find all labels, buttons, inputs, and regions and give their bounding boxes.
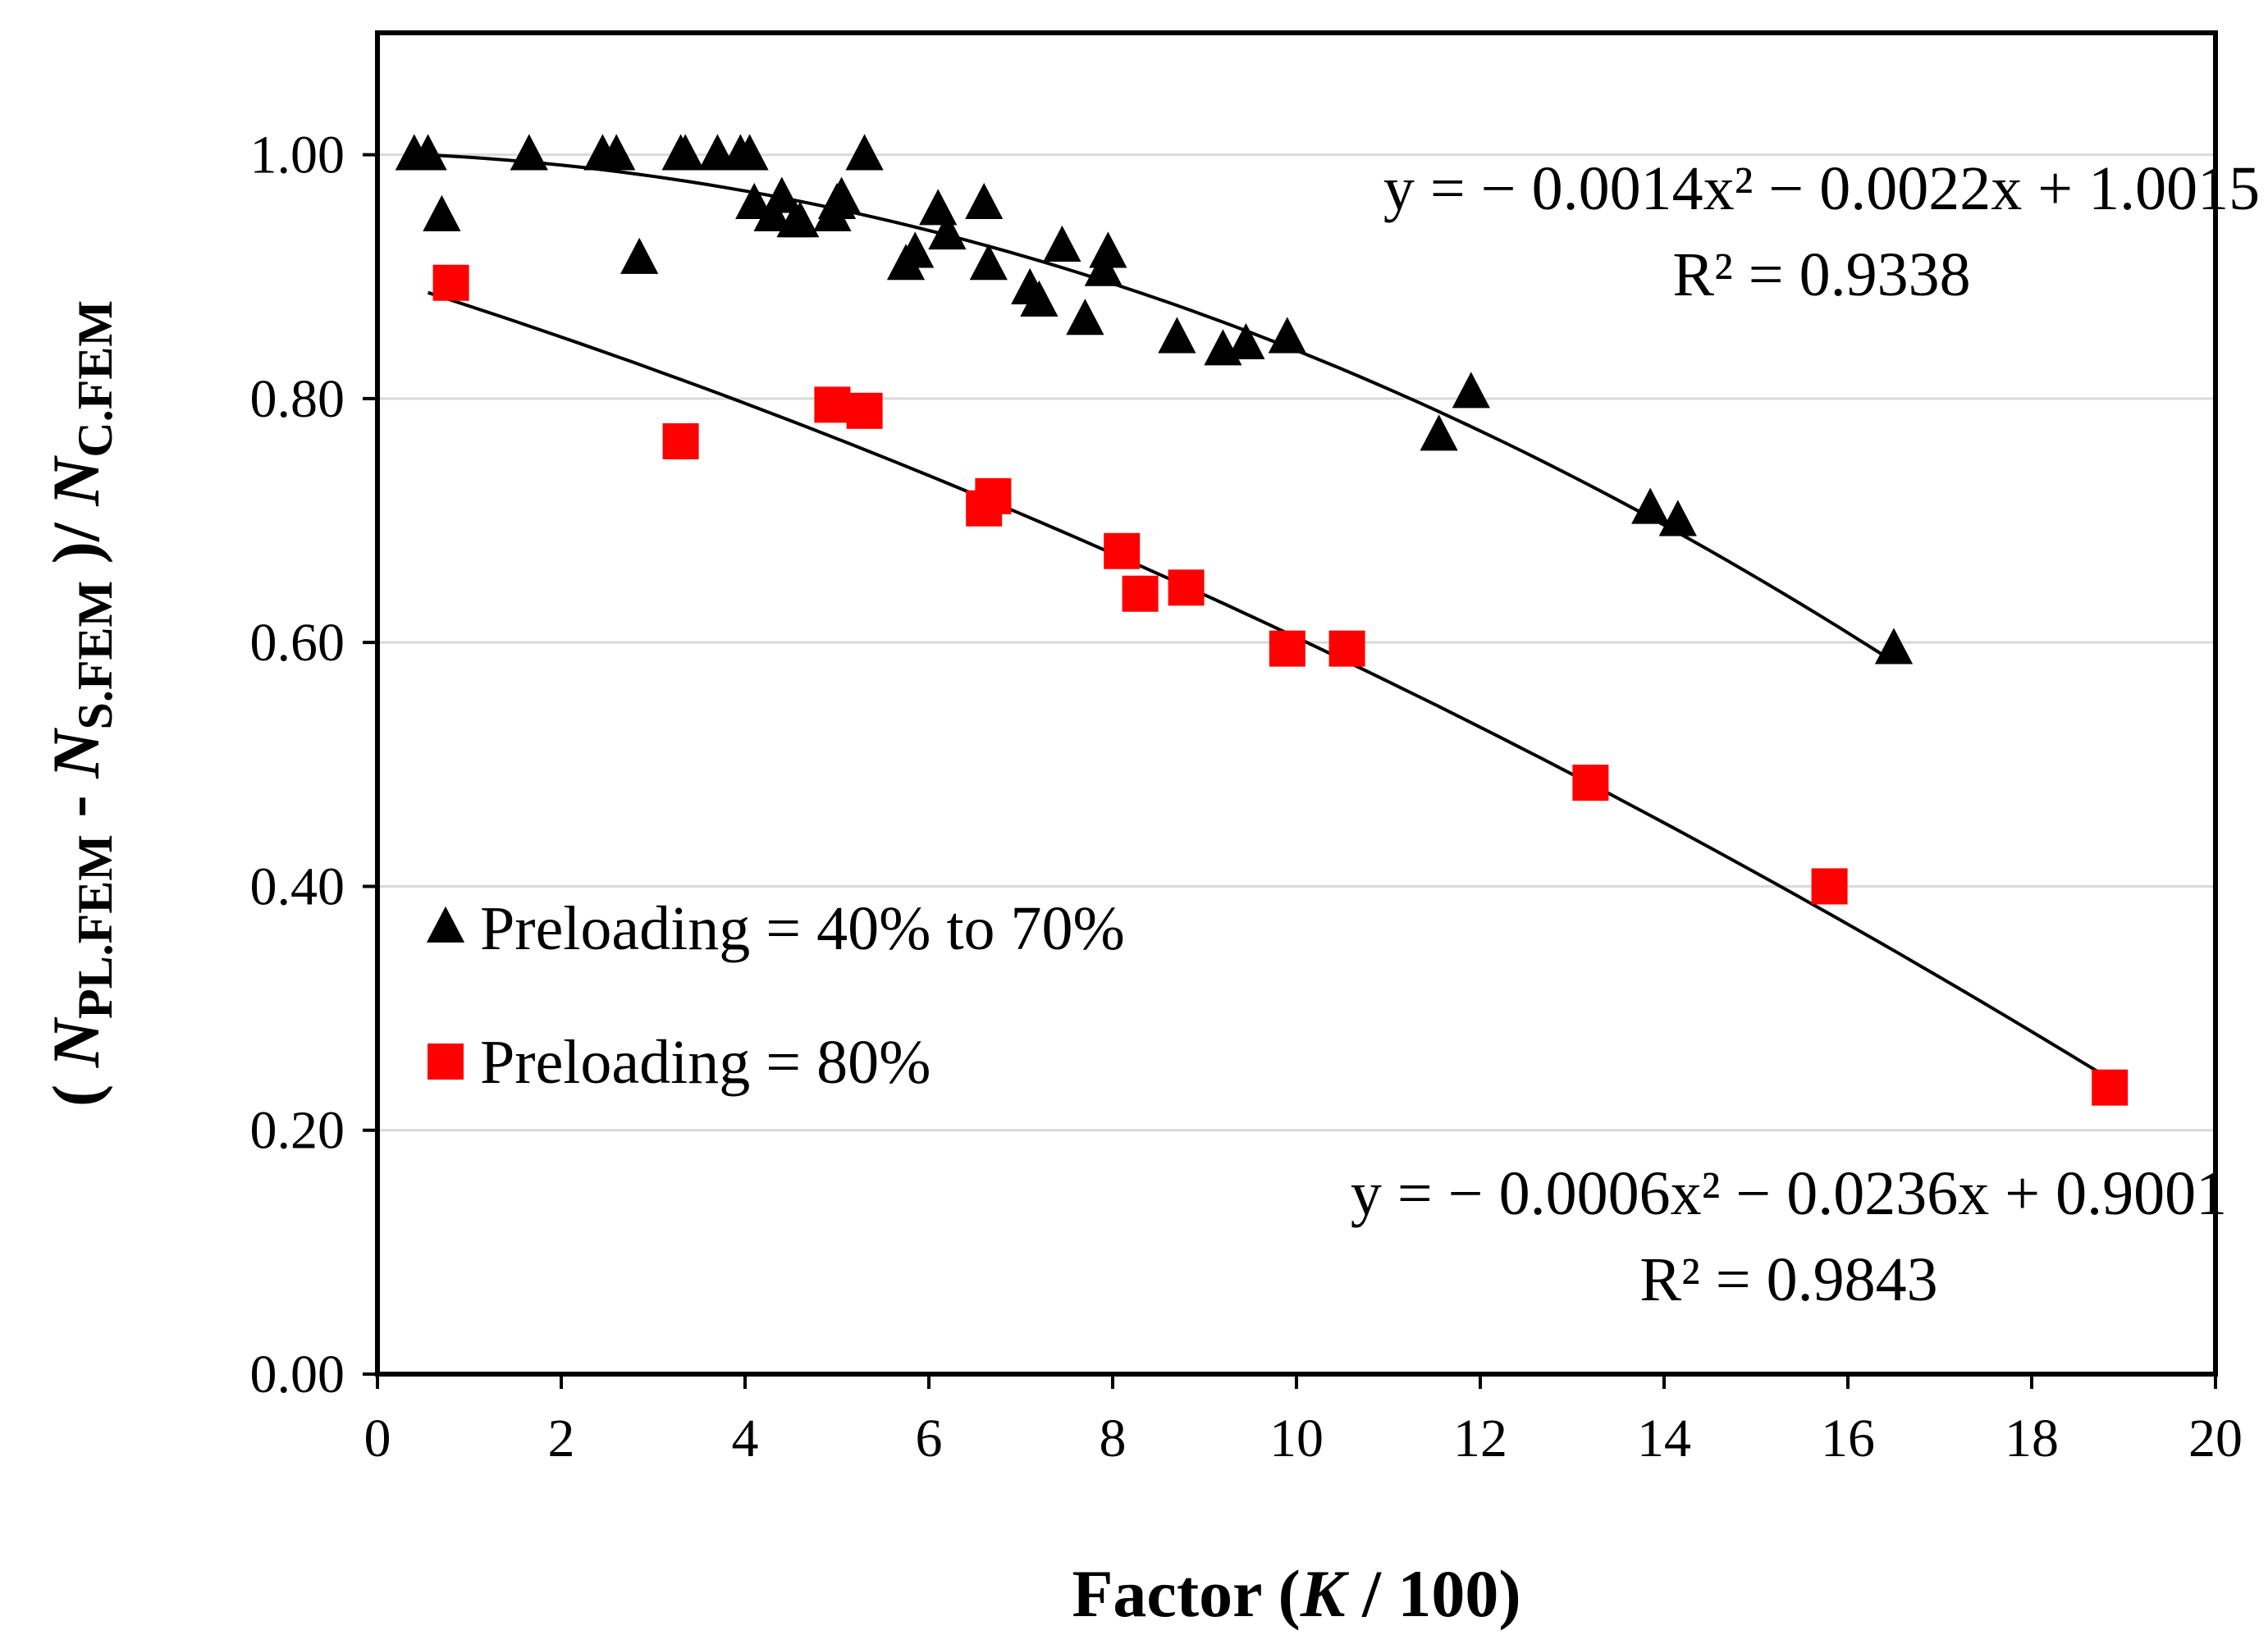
data-point-triangle — [510, 134, 548, 171]
x-tick-label: 16 — [1821, 1409, 1875, 1468]
legend-label-preloading-40-70: Preloading = 40% to 70% — [480, 894, 1125, 963]
y-axis-title-n1: N — [39, 1016, 113, 1068]
x-axis-title-prefix: Factor ( — [1072, 1556, 1301, 1631]
legend-square-marker — [428, 1043, 464, 1080]
x-tick-label: 18 — [2005, 1409, 2059, 1468]
data-point-square — [1104, 532, 1141, 569]
x-tick-label: 6 — [916, 1409, 943, 1468]
data-point-square — [814, 386, 851, 423]
data-point-triangle — [1084, 249, 1123, 286]
legend-triangle-marker — [426, 906, 465, 943]
x-axis-title-k: K — [1300, 1556, 1350, 1631]
y-axis-title-open: ( — [39, 1067, 113, 1107]
data-point-triangle — [896, 231, 935, 268]
data-point-triangle — [1089, 231, 1127, 268]
y-axis-title-close: )/ — [39, 506, 113, 581]
x-tick-label: 12 — [1453, 1409, 1507, 1468]
data-point-triangle — [762, 176, 801, 213]
data-point-square — [846, 392, 883, 429]
data-points — [395, 134, 2129, 1106]
y-tick-label: 0.60 — [250, 613, 345, 673]
data-point-triangle — [965, 182, 1004, 219]
data-point-square — [1168, 569, 1205, 606]
fit-equation-black: y = − 0.0014x² − 0.0022x + 1.0015 — [1383, 154, 2260, 223]
data-point-triangle — [620, 237, 659, 274]
data-point-square — [432, 264, 469, 301]
data-point-square — [662, 422, 699, 459]
data-point-triangle — [735, 182, 774, 219]
data-point-square — [1572, 765, 1609, 801]
x-tick-label: 4 — [732, 1409, 759, 1468]
data-point-triangle — [1020, 280, 1059, 317]
x-tick-label: 2 — [548, 1409, 575, 1468]
data-point-triangle — [1066, 299, 1104, 336]
fit-r2-red: R² = 0.9843 — [1639, 1245, 1937, 1314]
y-axis-title-n2: N — [39, 728, 113, 779]
x-tick-label: 8 — [1100, 1409, 1127, 1468]
y-axis-title-n3: N — [39, 455, 113, 507]
legend-label-preloading-80: Preloading = 80% — [480, 1028, 931, 1097]
data-point-square — [2092, 1069, 2129, 1106]
data-point-triangle — [753, 194, 792, 231]
y-axis-ticks: 0.00 0.20 0.40 0.60 0.80 1.00 — [250, 126, 377, 1404]
data-point-triangle — [1658, 500, 1697, 537]
legend: Preloading = 40% to 70% Preloading = 80% — [426, 894, 1125, 1097]
fit-r2-black: R² = 0.9338 — [1672, 240, 1970, 309]
x-axis-ticks: 0 2 4 6 8 10 12 14 16 18 20 — [364, 1374, 2243, 1468]
data-point-triangle — [928, 213, 967, 250]
data-point-triangle — [666, 134, 705, 171]
data-point-triangle — [1227, 322, 1265, 359]
data-point-square — [1122, 575, 1159, 612]
x-tick-label: 10 — [1269, 1409, 1324, 1468]
x-tick-label: 20 — [2188, 1409, 2243, 1468]
y-axis-title-sub3: C.FEM — [68, 300, 122, 458]
fit-equation-red: y = − 0.0006x² − 0.0236x + 0.9001 — [1351, 1159, 2227, 1228]
data-point-triangle — [1043, 225, 1081, 263]
y-axis-title-minus: - — [39, 779, 113, 834]
data-point-triangle — [1420, 414, 1458, 451]
y-axis-title: ( NPL.FEM - NS.FEM )/ NC.FEM — [39, 300, 122, 1107]
data-point-triangle — [919, 189, 958, 226]
data-point-triangle — [423, 194, 461, 231]
x-axis-title-suffix: / 100) — [1346, 1556, 1521, 1631]
data-point-triangle — [597, 134, 636, 171]
data-point-triangle — [822, 176, 861, 213]
y-tick-label: 0.20 — [250, 1101, 345, 1161]
y-tick-label: 0.40 — [250, 856, 345, 916]
y-tick-label: 1.00 — [250, 126, 345, 185]
data-point-triangle — [1452, 372, 1490, 409]
data-point-square — [1328, 630, 1365, 667]
data-point-triangle — [409, 134, 447, 171]
trendline-series-1 — [427, 290, 2111, 1080]
y-tick-label: 0.00 — [250, 1345, 345, 1404]
data-point-triangle — [1631, 487, 1670, 524]
y-axis-title-sub1: PL.FEM — [68, 834, 122, 1019]
data-point-square — [975, 477, 1012, 514]
data-point-triangle — [730, 134, 769, 171]
x-tick-label: 0 — [364, 1409, 391, 1468]
data-point-triangle — [845, 134, 884, 171]
data-point-triangle — [1158, 317, 1196, 354]
y-axis-title-sub2: S.FEM — [68, 581, 122, 730]
data-point-triangle — [1874, 628, 1914, 664]
data-point-square — [1811, 868, 1848, 905]
data-point-triangle — [781, 201, 820, 238]
data-point-square — [1269, 630, 1305, 667]
x-tick-label: 14 — [1637, 1409, 1691, 1468]
data-point-triangle — [969, 244, 1008, 281]
data-point-triangle — [1268, 317, 1306, 354]
x-axis-title: Factor (K / 100) — [1072, 1556, 1520, 1631]
y-tick-label: 0.80 — [250, 369, 345, 429]
